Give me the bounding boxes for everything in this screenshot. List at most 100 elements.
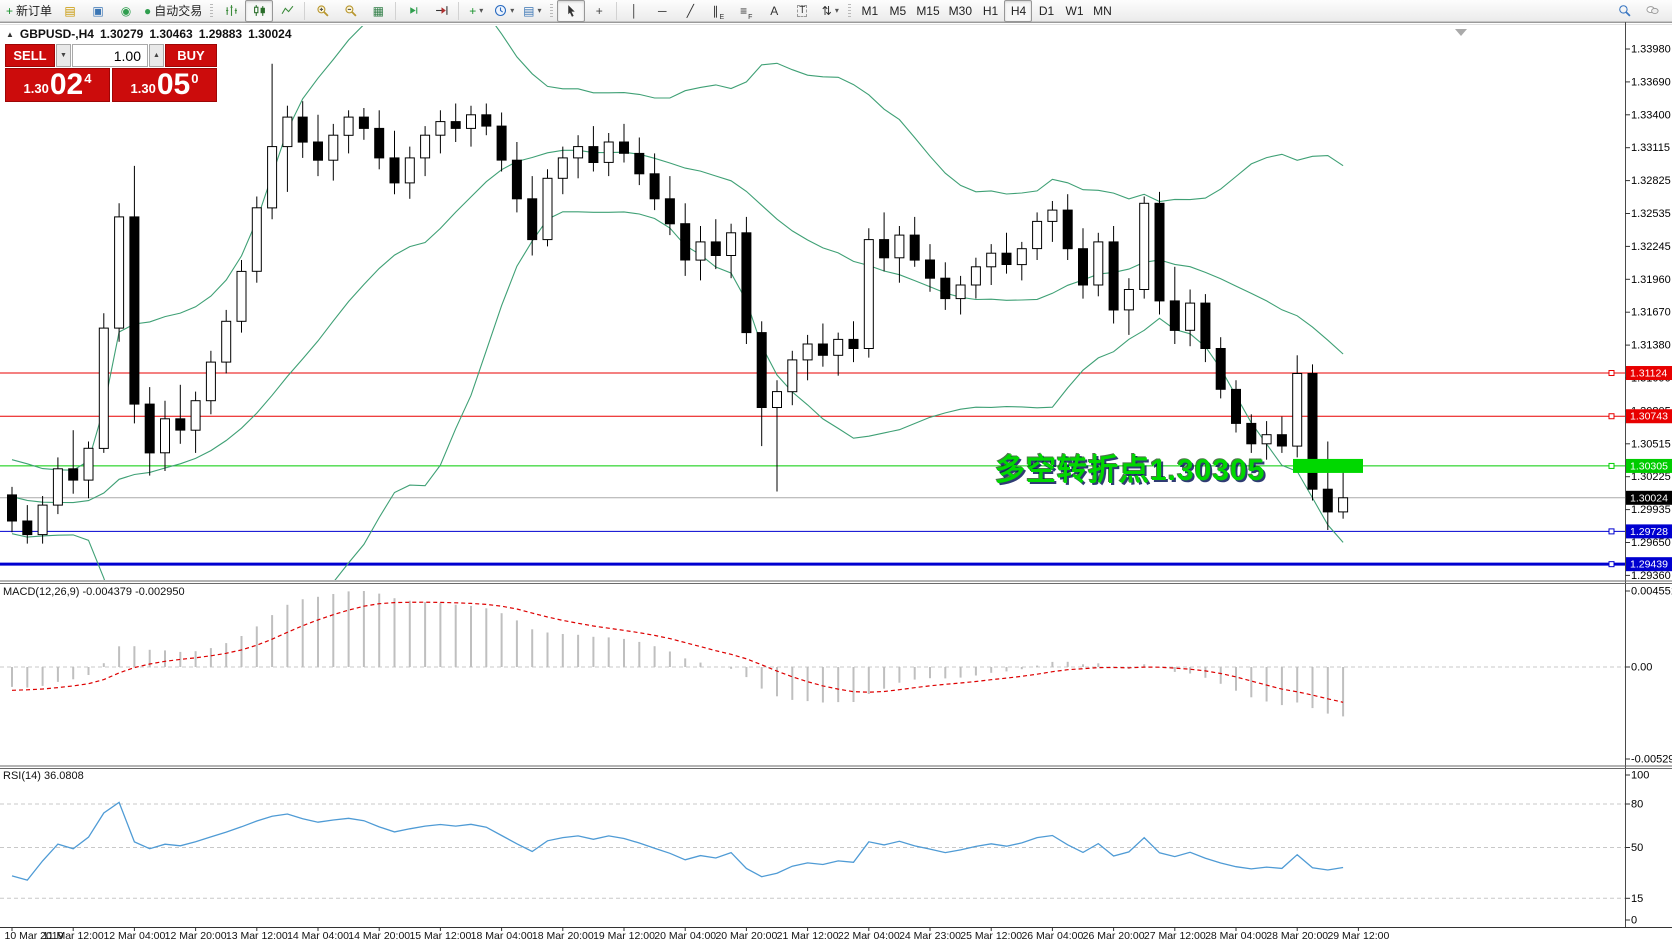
sell-price-box[interactable]: 1.30 02 4 [5, 68, 110, 102]
tool-sub-label: F [748, 13, 753, 21]
svg-text:1.30305: 1.30305 [1630, 460, 1668, 472]
buy-button[interactable]: BUY [165, 44, 217, 67]
toolbar-grip[interactable] [848, 3, 852, 18]
volume-input[interactable]: 1.00 [72, 44, 148, 67]
crosshair-button[interactable]: + [585, 0, 613, 22]
toolbar-button-label: 自动交易 [154, 4, 203, 18]
annotation-text: 多空转折点1.30305 [995, 454, 1266, 487]
volume-up-button[interactable]: ▲ [149, 44, 164, 67]
tf-d1-button[interactable]: D1 [1032, 0, 1060, 22]
new-order-button[interactable]: + 新订单 [2, 0, 56, 22]
sell-price-pip: 4 [84, 71, 92, 86]
collapse-panel-icon[interactable]: ▲ [6, 29, 14, 39]
svg-text:1.31960: 1.31960 [1631, 274, 1671, 286]
chart-shift-button[interactable] [427, 0, 455, 22]
search-button[interactable] [1610, 0, 1638, 22]
sell-price-big: 1.30 [23, 81, 49, 96]
svg-text:1.30024: 1.30024 [1630, 492, 1668, 504]
quote-bar: ▲ GBPUSD-,H4 1.30279 1.30463 1.29883 1.3… [6, 27, 292, 41]
signals-button[interactable]: ◉ [112, 0, 140, 22]
svg-text:21 Mar 12:00: 21 Mar 12:00 [777, 930, 839, 942]
indicators-button[interactable]: + ▾ [462, 0, 490, 22]
toolbar-separator [616, 1, 618, 20]
periods-button[interactable]: ▾ [490, 0, 518, 22]
tf-h4-button[interactable]: H4 [1004, 0, 1032, 22]
trendline-button[interactable]: ╱ [676, 0, 704, 22]
tf-w1-button[interactable]: W1 [1060, 0, 1088, 22]
svg-text:24 Mar 23:00: 24 Mar 23:00 [899, 930, 961, 942]
svg-text:1.29650: 1.29650 [1631, 537, 1671, 549]
arrows-button[interactable]: ⇅ ▾ [816, 0, 844, 22]
tf-mn-button[interactable]: MN [1088, 0, 1116, 22]
candlestick-chart-button[interactable] [245, 0, 274, 22]
svg-text:26 Mar 20:00: 26 Mar 20:00 [1083, 930, 1145, 942]
toolbar-button-label: D1 [1038, 3, 1055, 18]
svg-text:26 Mar 04:00: 26 Mar 04:00 [1021, 930, 1083, 942]
market-watch-button[interactable]: ▣ [84, 0, 112, 22]
buy-price-box[interactable]: 1.30 05 0 [112, 68, 217, 102]
sell-button[interactable]: SELL [5, 44, 55, 67]
svg-text:22 Mar 04:00: 22 Mar 04:00 [838, 930, 900, 942]
svg-text:25 Mar 12:00: 25 Mar 12:00 [960, 930, 1022, 942]
profiles-button[interactable]: ▤ [56, 0, 84, 22]
tf-h1-button[interactable]: H1 [976, 0, 1004, 22]
toolbar-button-label: W1 [1065, 3, 1084, 18]
zoom-in-button[interactable] [308, 0, 336, 22]
text-label-button[interactable]: T [788, 0, 816, 22]
autotrading-button[interactable]: ● 自动交易 [140, 0, 206, 22]
svg-text:1.30225: 1.30225 [1631, 471, 1671, 483]
linechart-icon [281, 4, 294, 17]
svg-text:14 Mar 04:00: 14 Mar 04:00 [287, 930, 349, 942]
horizontal-line-button[interactable]: ─ [648, 0, 676, 22]
community-button[interactable] [1638, 0, 1666, 22]
svg-text:100: 100 [1631, 770, 1649, 782]
chevron-down-icon: ▾ [510, 6, 515, 15]
svg-text:1.30515: 1.30515 [1631, 438, 1671, 450]
tile-windows-button[interactable]: ▦ [364, 0, 392, 22]
svg-text:1.33115: 1.33115 [1631, 142, 1670, 154]
autoscroll-icon [407, 4, 420, 17]
templates-button[interactable]: ▤ ▾ [518, 0, 546, 22]
vertical-line-icon: │ [630, 3, 639, 18]
svg-text:1.32825: 1.32825 [1631, 175, 1671, 187]
tf-m30-button[interactable]: M30 [944, 0, 976, 22]
chart-window-icon: ▣ [92, 3, 104, 18]
svg-text:1.29728: 1.29728 [1630, 526, 1668, 538]
signal-icon: ◉ [120, 3, 132, 18]
auto-scroll-button[interactable] [399, 0, 427, 22]
equidistant-channel-button[interactable]: ∥ E [704, 0, 732, 22]
chart-canvas[interactable]: 1.33980 1.33690 1.33400 1.33115 1.32825 1.325… [0, 22, 1672, 945]
sell-price-main: 02 [49, 68, 84, 101]
quote-high: 1.30463 [149, 27, 193, 41]
toolbar-separator [458, 1, 460, 20]
fibonacci-button[interactable]: ≡ F [732, 0, 760, 22]
line-chart-button[interactable] [273, 0, 301, 22]
templates-icon: ▤ [523, 3, 535, 18]
svg-text:-0.005295: -0.005295 [1631, 754, 1672, 766]
chevron-down-icon: ▾ [479, 6, 484, 15]
volume-down-button[interactable]: ▼ [56, 44, 71, 67]
svg-text:15: 15 [1631, 893, 1643, 905]
zoom-out-button[interactable] [336, 0, 364, 22]
svg-text:19 Mar 12:00: 19 Mar 12:00 [593, 930, 655, 942]
svg-text:1.31670: 1.31670 [1631, 307, 1671, 319]
tf-m5-button[interactable]: M5 [883, 0, 911, 22]
vertical-line-button[interactable]: │ [620, 0, 648, 22]
zoomout-icon [344, 4, 357, 17]
bar-chart-button[interactable] [217, 0, 245, 22]
buy-price-big: 1.30 [130, 81, 156, 96]
channel-icon: ∥ [712, 3, 719, 18]
svg-text:28 Mar 20:00: 28 Mar 20:00 [1266, 930, 1328, 942]
candles-icon [253, 4, 266, 17]
toolbar-button-label: M15 [916, 3, 940, 18]
tf-m1-button[interactable]: M1 [855, 0, 883, 22]
svg-text:12 Mar 20:00: 12 Mar 20:00 [165, 930, 227, 942]
cursor-button[interactable] [557, 0, 586, 22]
svg-text:1.31124: 1.31124 [1630, 368, 1667, 380]
tf-m15-button[interactable]: M15 [911, 0, 943, 22]
text-button[interactable]: A [760, 0, 788, 22]
toolbar-grip[interactable] [210, 3, 214, 18]
svg-text:50: 50 [1631, 842, 1643, 854]
toolbar-grip[interactable] [550, 3, 554, 18]
